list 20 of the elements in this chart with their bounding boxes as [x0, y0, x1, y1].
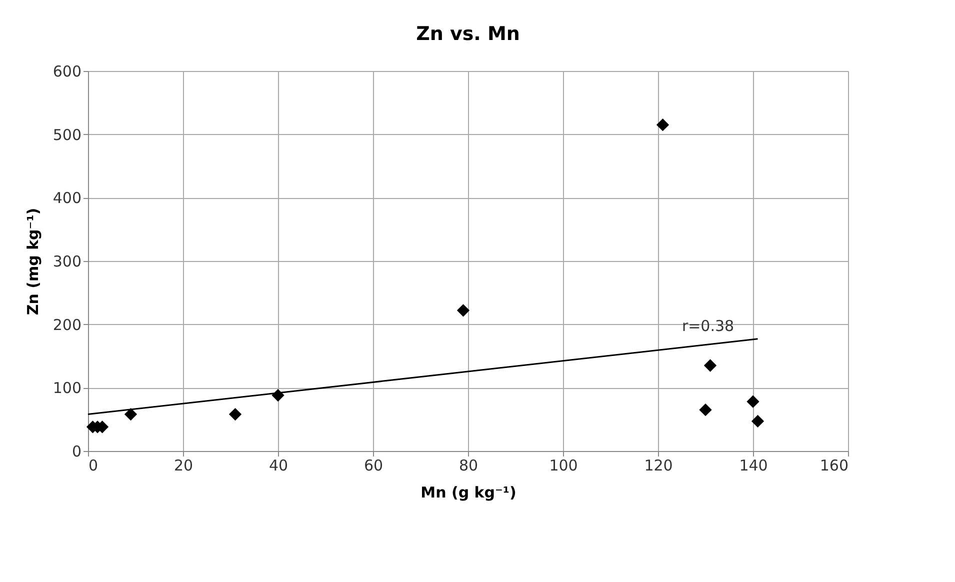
- annotation: r=0.38: [682, 317, 734, 335]
- x-tick-label: 140: [739, 456, 768, 474]
- x-tick-label: 100: [549, 456, 578, 474]
- y-tick-label: 100: [52, 379, 82, 398]
- x-tick-label: 120: [644, 456, 673, 474]
- x-axis-title: Mn (g kg⁻¹): [420, 484, 516, 502]
- y-tick-label: 400: [52, 189, 82, 208]
- x-tick-label: 160: [820, 456, 848, 474]
- y-tick-label: 0: [72, 442, 82, 460]
- y-tick-label: 500: [52, 126, 82, 144]
- y-tick-label: 300: [52, 252, 82, 270]
- x-tick-label: 60: [364, 456, 384, 474]
- x-tick-label: 0: [88, 456, 98, 474]
- chart-title: Zn vs. Mn: [416, 23, 520, 45]
- x-tick-label: 40: [268, 456, 288, 474]
- y-axis-title: Zn (mg kg⁻¹): [24, 208, 42, 316]
- x-tick-label: 80: [458, 456, 478, 474]
- x-tick-label: 20: [174, 456, 194, 474]
- y-tick-label: 200: [52, 316, 82, 334]
- y-tick-label: 600: [52, 62, 82, 80]
